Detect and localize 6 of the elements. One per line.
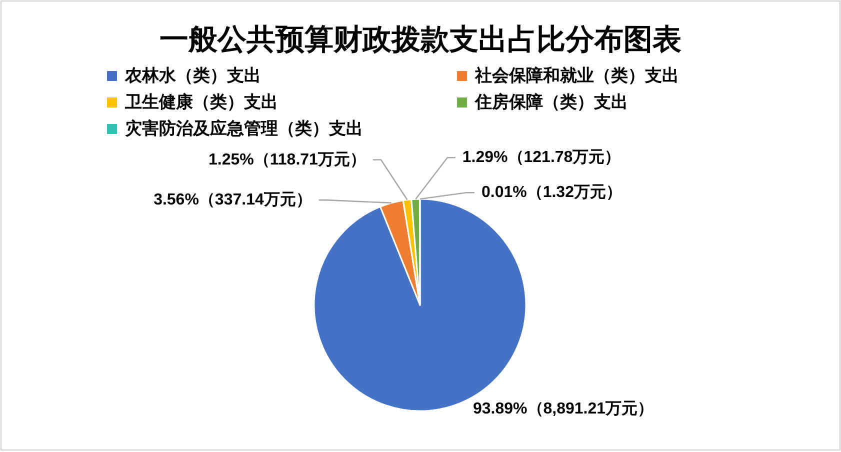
data-label: 3.56%（337.14万元） [154,192,312,209]
title: 一般公共预算财政拨款支出占比分布图表 [160,22,682,56]
data-label: 0.01%（1.32万元） [481,184,622,202]
data-label: 93.89%（8,891.21万元） [473,400,654,418]
data-label: 1.29%（121.78万元） [462,149,621,166]
data-label: 1.25%（118.71万元） [208,151,366,168]
